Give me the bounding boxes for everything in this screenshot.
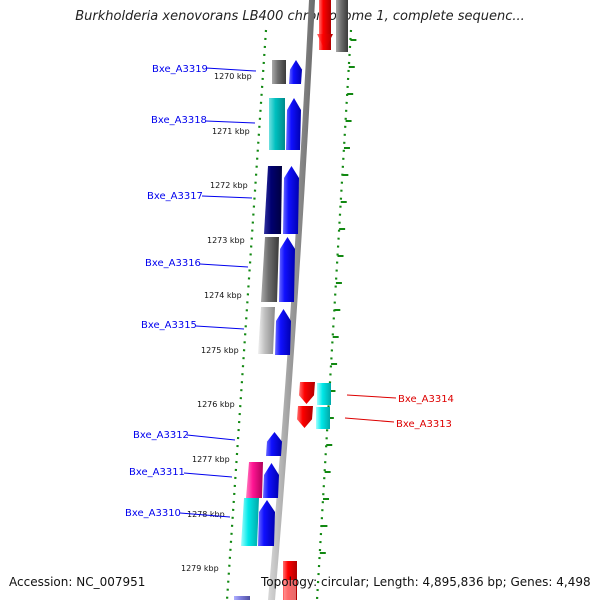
gene-features: Bxe_A3319 Bxe_A3318 Bxe_A3317 Bxe_A3316 Bxe_… <box>125 60 454 600</box>
tick-label: 1276 kbp <box>197 400 235 409</box>
gene-label[interactable]: Bxe_A3314 <box>398 394 454 405</box>
cog-block <box>336 0 348 52</box>
cog-block <box>264 166 282 234</box>
gene-label-leader <box>183 472 233 478</box>
gene-arrow[interactable] <box>279 237 295 302</box>
map-title: Burkholderia xenovorans LB400 chromosome… <box>75 9 525 24</box>
gene-arrow[interactable] <box>299 382 315 404</box>
gene-label-leader <box>195 325 245 330</box>
cog-block <box>272 60 286 84</box>
gene-label-leader <box>179 512 231 518</box>
gene-label[interactable]: Bxe_A3311 <box>129 467 185 478</box>
gene-label[interactable]: Bxe_A3316 <box>145 258 201 269</box>
tick-label: 1272 kbp <box>210 181 248 190</box>
tick-label: 1278 kbp <box>187 510 225 519</box>
gene-arrow[interactable] <box>266 432 282 456</box>
gene-arrow[interactable] <box>283 166 299 234</box>
gene-label-leader <box>205 120 256 124</box>
cog-block <box>258 307 275 354</box>
ring-tick-marks <box>319 39 357 554</box>
gene-label[interactable]: Bxe_A3318 <box>151 115 207 126</box>
gene-label-leader <box>346 394 397 399</box>
gene-label-leader <box>344 417 395 423</box>
cog-block <box>261 237 279 302</box>
cog-block <box>246 462 263 498</box>
cog-block <box>317 383 331 405</box>
genome-summary: Topology: circular; Length: 4,895,836 bp… <box>261 575 591 589</box>
tick-label: 1270 kbp <box>214 72 252 81</box>
tick-label: 1273 kbp <box>207 236 245 245</box>
accession-info: Accession: NC_007951 <box>9 575 146 589</box>
gene-label[interactable]: Bxe_A3313 <box>396 419 452 430</box>
gene-label[interactable]: Bxe_A3310 <box>125 508 181 519</box>
gene-label[interactable]: Bxe_A3315 <box>141 320 197 331</box>
gene-label[interactable]: Bxe_A3317 <box>147 191 203 202</box>
cog-block <box>269 98 285 150</box>
coordinate-ticks: 1270 kbp 1271 kbp 1272 kbp 1273 kbp 1274… <box>181 72 252 573</box>
gene-label[interactable]: Bxe_A3312 <box>133 430 189 441</box>
cog-block <box>316 407 330 429</box>
gene-label-leader <box>201 195 253 199</box>
gene-label[interactable]: Bxe_A3319 <box>152 64 208 75</box>
gene-label-leader <box>186 434 236 441</box>
gene-arrow[interactable] <box>275 309 291 355</box>
gene-arrow-shade <box>284 580 296 600</box>
tick-label: 1271 kbp <box>212 127 250 136</box>
tick-label: 1274 kbp <box>204 291 242 300</box>
gene-arrow[interactable] <box>258 500 275 546</box>
gene-arrow[interactable] <box>297 406 313 428</box>
gene-label-leader <box>199 263 249 268</box>
tick-label: 1279 kbp <box>181 564 219 573</box>
cog-block <box>241 498 259 546</box>
gene-arrow[interactable] <box>286 98 301 150</box>
gene-arrow[interactable] <box>289 60 302 84</box>
cog-features <box>234 0 348 600</box>
tick-label: 1275 kbp <box>201 346 239 355</box>
cog-block <box>317 34 333 50</box>
gene-arrow[interactable] <box>263 463 279 498</box>
cog-block <box>234 596 250 600</box>
gene-label-leader <box>205 67 257 72</box>
tick-label: 1277 kbp <box>192 455 230 464</box>
